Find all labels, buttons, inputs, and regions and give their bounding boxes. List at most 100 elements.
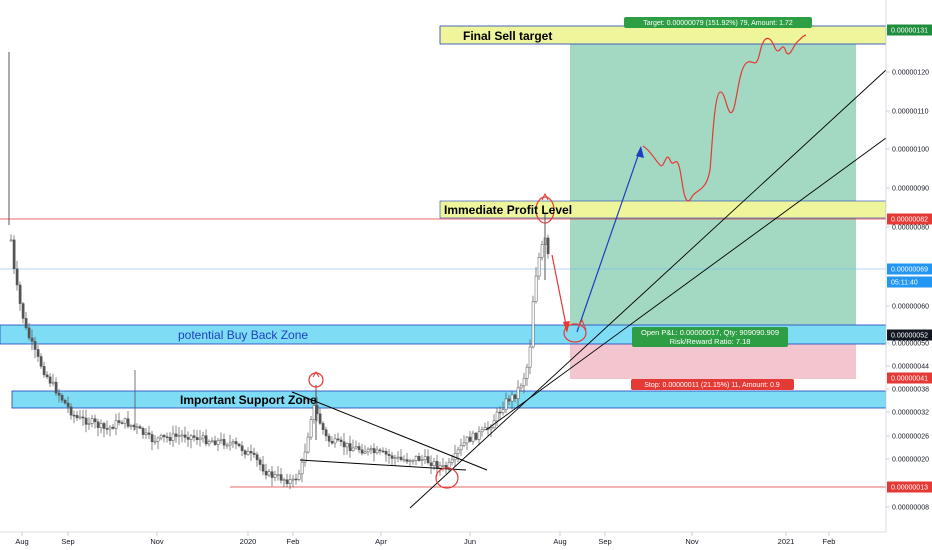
wedge-upper-line bbox=[291, 391, 488, 471]
candle-body bbox=[87, 423, 91, 425]
candle-body bbox=[474, 432, 478, 440]
price-badge-countdown bbox=[887, 276, 932, 288]
candle-body bbox=[198, 437, 202, 441]
pullback-arrow bbox=[551, 254, 567, 326]
candle-body bbox=[36, 349, 40, 357]
entry-circle-mark bbox=[577, 318, 587, 331]
x-tick-label: Jun bbox=[464, 537, 476, 546]
y-tick-label: 0.00000044 bbox=[892, 364, 929, 371]
candle-body bbox=[69, 406, 73, 416]
candle-body bbox=[48, 376, 52, 384]
candle-body bbox=[423, 456, 427, 460]
price-badge-stop bbox=[887, 372, 932, 384]
x-tick-label: Aug bbox=[553, 537, 566, 546]
candle-body bbox=[321, 423, 325, 430]
candle-body bbox=[330, 441, 334, 444]
candle-body bbox=[291, 478, 295, 481]
candle-body bbox=[237, 443, 241, 447]
candle-body bbox=[207, 441, 211, 445]
candle-body bbox=[435, 461, 439, 469]
pnl-text: Open P&L: 0.00000017, Qty: 909090.909 bbox=[641, 328, 779, 337]
candle-body bbox=[396, 456, 400, 459]
candle-body bbox=[363, 451, 367, 454]
candle-body bbox=[306, 436, 310, 453]
candle-body bbox=[471, 432, 475, 442]
x-tick-label: Apr bbox=[375, 537, 387, 546]
candle-body bbox=[348, 443, 352, 452]
candle-body bbox=[342, 441, 346, 448]
candle-body bbox=[465, 436, 469, 444]
price-badge-label-stop: 0.00000041 bbox=[891, 376, 928, 383]
x-tick-label: Feb bbox=[823, 537, 836, 546]
x-tick-label: Sep bbox=[61, 537, 74, 546]
candle-body bbox=[210, 440, 214, 443]
candle-body bbox=[270, 471, 274, 478]
candle-body bbox=[30, 337, 34, 342]
candle-body bbox=[72, 414, 76, 417]
candle-body bbox=[390, 455, 394, 459]
final-sell-target-label: Final Sell target bbox=[463, 29, 552, 43]
candle-body bbox=[426, 456, 430, 464]
candle-body bbox=[276, 474, 280, 476]
price-badge-label-current: 0.00000069 bbox=[891, 267, 928, 274]
candle-body bbox=[135, 426, 139, 428]
candle-body bbox=[147, 432, 151, 435]
candle-body bbox=[168, 437, 172, 441]
candle-body bbox=[252, 452, 256, 455]
candle-body bbox=[546, 237, 550, 255]
price-badge-target bbox=[887, 24, 932, 36]
candle-body bbox=[375, 449, 379, 454]
candle-body bbox=[60, 395, 64, 401]
candle-body bbox=[438, 465, 442, 469]
candle-body bbox=[33, 341, 37, 350]
candle-body bbox=[387, 454, 391, 456]
price-axis[interactable] bbox=[886, 0, 932, 550]
candle-body bbox=[480, 429, 484, 433]
candle-body bbox=[240, 445, 244, 451]
breakout-circle bbox=[435, 467, 459, 489]
candle-body bbox=[483, 427, 487, 430]
candle-body bbox=[495, 411, 499, 422]
candle-body bbox=[369, 448, 373, 450]
candle-body bbox=[228, 442, 232, 446]
candle-body bbox=[351, 447, 355, 452]
candle-body bbox=[282, 479, 286, 481]
peak-circle-mark bbox=[541, 192, 549, 201]
x-tick-label: 2021 bbox=[778, 537, 795, 546]
candle-body bbox=[300, 461, 304, 475]
candle-body bbox=[216, 440, 220, 445]
candle-body bbox=[171, 433, 175, 441]
candle-body bbox=[102, 423, 106, 429]
candle-body bbox=[354, 446, 358, 449]
candle-body bbox=[120, 422, 124, 424]
candle-body bbox=[462, 442, 466, 446]
candle-body bbox=[258, 459, 262, 465]
candle-body bbox=[165, 436, 169, 438]
y-tick-label: 0.00000050 bbox=[892, 341, 929, 348]
y-tick-label: 0.00000008 bbox=[892, 505, 929, 512]
candle-body bbox=[54, 381, 58, 394]
candle-body bbox=[213, 440, 217, 445]
candle-body bbox=[186, 437, 190, 440]
candle-body bbox=[138, 426, 142, 429]
candle-body bbox=[234, 441, 238, 445]
candle-body bbox=[195, 437, 199, 441]
candle-body bbox=[441, 465, 445, 467]
candle-body bbox=[339, 439, 343, 442]
x-tick-label: Sep bbox=[598, 537, 611, 546]
candle-body bbox=[393, 457, 397, 459]
candle-body bbox=[63, 399, 67, 404]
candle-body bbox=[117, 420, 121, 423]
candle-body bbox=[408, 460, 412, 462]
candle-body bbox=[525, 366, 529, 379]
candle-body bbox=[159, 435, 163, 439]
candle-body bbox=[405, 459, 409, 462]
candle-body bbox=[489, 427, 493, 430]
target-badge-text: Target: 0.00000079 (151.92%) 79, Amount:… bbox=[643, 20, 793, 27]
candle-body bbox=[246, 451, 250, 455]
wedge-lower-line bbox=[299, 459, 467, 471]
candle-body bbox=[513, 394, 517, 399]
candle-body bbox=[180, 434, 184, 437]
candle-body bbox=[345, 443, 349, 448]
